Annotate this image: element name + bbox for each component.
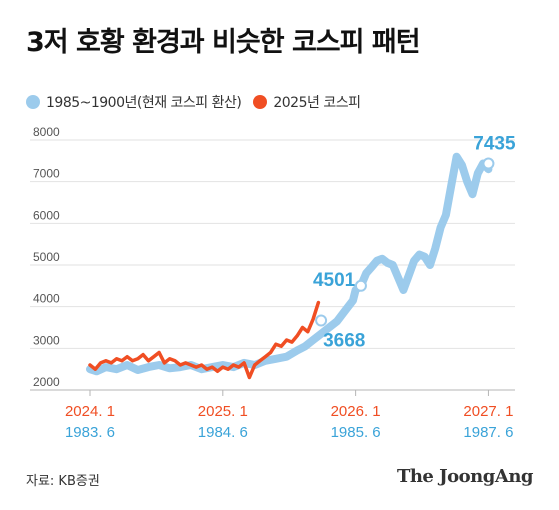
source-note: 자료: KB증권 [26, 474, 100, 489]
y-tick-label-3000: 3000 [33, 333, 60, 347]
legend-swatch-series2 [253, 95, 268, 109]
legend-item-series1: 1985~1900년(현재 코스피 환산) [26, 92, 242, 112]
annotation-label-4501: 4501 [313, 270, 356, 291]
annotation-marker-4501 [354, 279, 367, 292]
annotation-label-3668: 3668 [323, 331, 365, 352]
y-tick-label-5000: 5000 [33, 250, 60, 264]
annotation-marker-3668 [315, 314, 328, 327]
x-tick-label-top-1: 2025. 1 [198, 403, 248, 420]
chart-title: 3저 호황 환경과 비슷한 코스피 패턴 [26, 27, 421, 58]
series-line-1 [86, 152, 493, 376]
x-tick-label-top-2: 2026. 1 [331, 403, 381, 420]
chart-legend: 1985~1900년(현재 코스피 환산) 2025년 코스피 [26, 92, 372, 112]
y-tick-label-7000: 7000 [33, 167, 60, 181]
y-tick-label-6000: 6000 [33, 208, 60, 222]
series-line-2 [88, 300, 321, 380]
legend-item-series2: 2025년 코스피 [253, 92, 361, 112]
legend-swatch-series1 [26, 95, 40, 109]
brand-logo: The JoongAng [396, 466, 534, 487]
x-tick-label-top-3: 2027. 1 [463, 403, 513, 420]
x-tick-label-bottom-2: 1985. 6 [331, 424, 381, 441]
legend-label-series1: 1985~1900년(현재 코스피 환산) [46, 95, 242, 111]
legend-label-series2: 2025년 코스피 [273, 95, 361, 111]
annotation-label-7435: 7435 [473, 134, 516, 155]
x-tick-label-bottom-0: 1983. 6 [65, 424, 115, 441]
x-tick-label-bottom-3: 1987. 6 [463, 424, 513, 441]
y-tick-label-2000: 2000 [33, 375, 60, 389]
annotation-marker-7435 [482, 157, 495, 170]
y-tick-label-8000: 8000 [33, 125, 60, 139]
y-tick-label-4000: 4000 [33, 292, 60, 306]
line-chart: 2000 3000 4000 5000 6000 7000 8000 2024. 1 1983.… [30, 125, 516, 441]
x-tick-label-bottom-1: 1984. 6 [198, 424, 248, 441]
x-tick-label-top-0: 2024. 1 [65, 403, 115, 420]
